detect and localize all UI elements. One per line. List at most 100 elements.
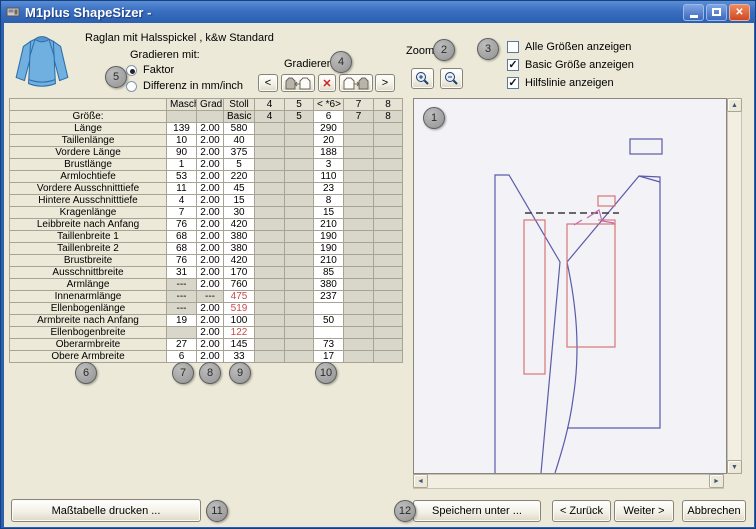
- cell-stoll[interactable]: 170: [223, 266, 255, 279]
- cell-size-8[interactable]: [373, 182, 403, 195]
- size-row-size-8[interactable]: 8: [373, 110, 403, 123]
- cell-grad[interactable]: 2.00: [196, 266, 224, 279]
- cell-size-7[interactable]: [343, 230, 374, 243]
- cell-grad[interactable]: 2.00: [196, 218, 224, 231]
- cell-size-7[interactable]: [343, 206, 374, 219]
- cell-size-8[interactable]: [373, 206, 403, 219]
- cell-masch[interactable]: 139: [166, 122, 197, 135]
- cell-size-8[interactable]: [373, 314, 403, 327]
- cell-grad[interactable]: 2.00: [196, 242, 224, 255]
- cell-size-7[interactable]: [343, 266, 374, 279]
- cell-size-6[interactable]: 3: [313, 158, 344, 171]
- cell-stoll[interactable]: 420: [223, 218, 255, 231]
- cell-stoll[interactable]: 475: [223, 290, 255, 303]
- cell-size-8[interactable]: [373, 158, 403, 171]
- gradieren-next-button[interactable]: >: [375, 74, 395, 92]
- cell-size-7[interactable]: [343, 194, 374, 207]
- cell-masch[interactable]: 31: [166, 266, 197, 279]
- cell-masch[interactable]: 11: [166, 182, 197, 195]
- cell-size-8[interactable]: [373, 326, 403, 339]
- cell-size-7[interactable]: [343, 182, 374, 195]
- checkbox-row-1[interactable]: ✓ Basic Größe anzeigen: [507, 56, 634, 74]
- cell-size-4[interactable]: [254, 338, 285, 351]
- cell-size-5[interactable]: [284, 254, 314, 267]
- cell-size-7[interactable]: [343, 326, 374, 339]
- cell-grad[interactable]: 2.00: [196, 134, 224, 147]
- cell-size-6[interactable]: 210: [313, 254, 344, 267]
- cell-size-4[interactable]: [254, 170, 285, 183]
- cell-size-8[interactable]: [373, 218, 403, 231]
- radio-differenz-circle[interactable]: [126, 80, 137, 92]
- cell-size-4[interactable]: [254, 302, 285, 315]
- cell-size-5[interactable]: [284, 218, 314, 231]
- cell-size-5[interactable]: [284, 122, 314, 135]
- cell-size-8[interactable]: [373, 266, 403, 279]
- scroll-left-icon[interactable]: ◄: [413, 474, 428, 488]
- cell-grad[interactable]: 2.00: [196, 278, 224, 291]
- cell-size-4[interactable]: [254, 182, 285, 195]
- cell-masch[interactable]: 7: [166, 206, 197, 219]
- cell-stoll[interactable]: 45: [223, 182, 255, 195]
- cell-stoll[interactable]: 30: [223, 206, 255, 219]
- cell-size-8[interactable]: [373, 350, 403, 363]
- cell-size-8[interactable]: [373, 134, 403, 147]
- maximize-button[interactable]: [706, 3, 727, 21]
- cell-stoll[interactable]: 580: [223, 122, 255, 135]
- gradieren-prev-button[interactable]: <: [258, 74, 278, 92]
- checkbox-row-2[interactable]: ✓ Hilfslinie anzeigen: [507, 74, 634, 92]
- cell-stoll[interactable]: 145: [223, 338, 255, 351]
- size-row-size-7[interactable]: 7: [343, 110, 374, 123]
- cell-size-7[interactable]: [343, 302, 374, 315]
- cell-size-8[interactable]: [373, 230, 403, 243]
- cell-masch[interactable]: 90: [166, 146, 197, 159]
- cell-size-4[interactable]: [254, 254, 285, 267]
- checkbox-checked-icon[interactable]: ✓: [507, 59, 519, 71]
- cell-size-5[interactable]: [284, 206, 314, 219]
- cell-size-5[interactable]: [284, 170, 314, 183]
- copy-size-left-button[interactable]: [281, 74, 315, 92]
- cell-size-5[interactable]: [284, 182, 314, 195]
- cell-masch[interactable]: 27: [166, 338, 197, 351]
- checkbox-row-0[interactable]: Alle Größen anzeigen: [507, 38, 634, 56]
- cell-size-8[interactable]: [373, 278, 403, 291]
- cell-size-8[interactable]: [373, 194, 403, 207]
- cell-size-7[interactable]: [343, 278, 374, 291]
- cell-grad[interactable]: 2.00: [196, 230, 224, 243]
- cell-grad[interactable]: 2.00: [196, 170, 224, 183]
- cell-size-7[interactable]: [343, 242, 374, 255]
- minimize-button[interactable]: [683, 3, 704, 21]
- cell-size-6[interactable]: 15: [313, 206, 344, 219]
- cell-size-4[interactable]: [254, 134, 285, 147]
- cell-size-6[interactable]: 210: [313, 218, 344, 231]
- cell-size-4[interactable]: [254, 242, 285, 255]
- cell-size-4[interactable]: [254, 230, 285, 243]
- cell-masch[interactable]: 53: [166, 170, 197, 183]
- cell-size-6[interactable]: 73: [313, 338, 344, 351]
- cell-size-5[interactable]: [284, 242, 314, 255]
- radio-differenz[interactable]: Differenz in mm/inch: [126, 80, 243, 92]
- cell-size-5[interactable]: [284, 146, 314, 159]
- cell-size-7[interactable]: [343, 122, 374, 135]
- cell-size-5[interactable]: [284, 158, 314, 171]
- cell-size-4[interactable]: [254, 350, 285, 363]
- cancel-button[interactable]: Abbrechen: [682, 500, 746, 522]
- pattern-canvas[interactable]: [413, 98, 727, 474]
- next-button[interactable]: Weiter >: [614, 500, 674, 522]
- cell-size-5[interactable]: [284, 194, 314, 207]
- scroll-down-icon[interactable]: ▼: [727, 460, 742, 474]
- cell-masch[interactable]: 4: [166, 194, 197, 207]
- cell-stoll[interactable]: 760: [223, 278, 255, 291]
- cell-size-5[interactable]: [284, 278, 314, 291]
- cell-grad[interactable]: 2.00: [196, 146, 224, 159]
- cell-masch[interactable]: [166, 326, 197, 339]
- cell-size-7[interactable]: [343, 254, 374, 267]
- size-row-size-5[interactable]: 5: [284, 110, 314, 123]
- cell-stoll[interactable]: 519: [223, 302, 255, 315]
- size-row-size-6[interactable]: 6: [313, 110, 344, 123]
- cell-size-4[interactable]: [254, 278, 285, 291]
- cell-stoll[interactable]: 380: [223, 242, 255, 255]
- cell-size-5[interactable]: [284, 326, 314, 339]
- cell-size-4[interactable]: [254, 194, 285, 207]
- cell-size-5[interactable]: [284, 266, 314, 279]
- back-button[interactable]: < Zurück: [552, 500, 611, 522]
